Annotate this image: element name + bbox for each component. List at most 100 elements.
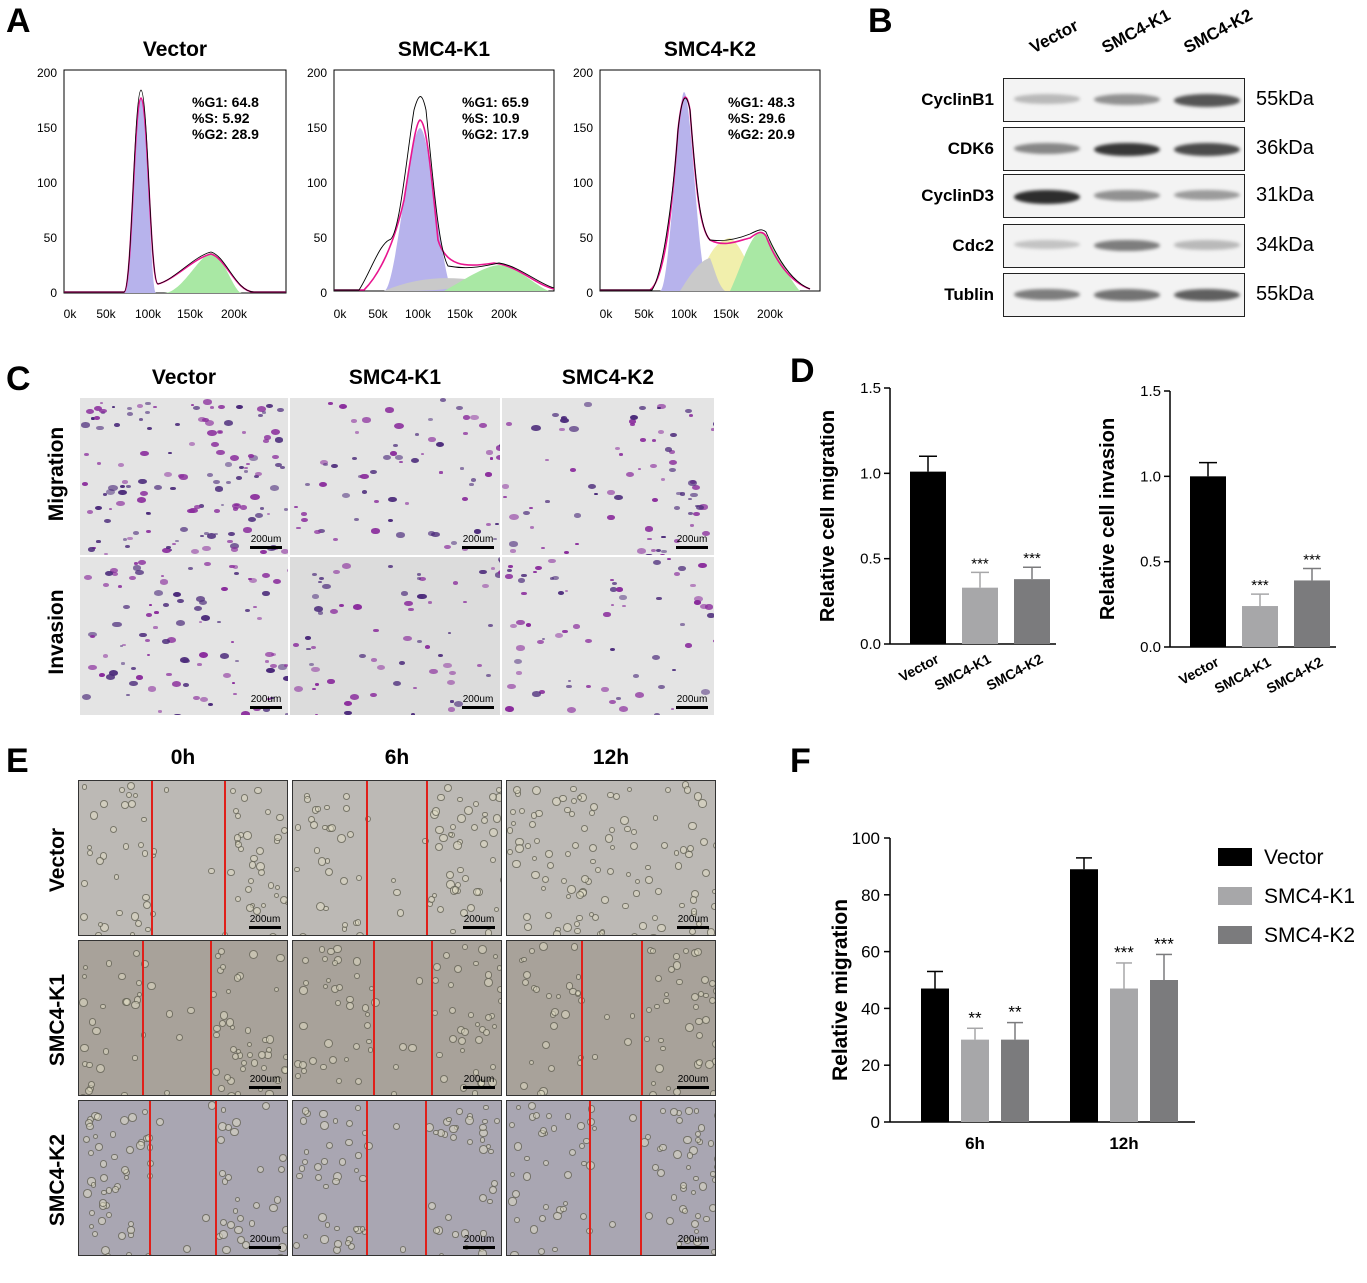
ytick: 0 [586, 286, 593, 300]
cell [473, 801, 479, 807]
stained-cell [229, 543, 240, 550]
cell [560, 1010, 570, 1019]
cell [183, 1245, 192, 1254]
cell [644, 876, 653, 884]
wb-lane-k2: SMC4-K2 [1180, 5, 1256, 58]
cell [364, 1021, 372, 1030]
cell [473, 960, 479, 967]
stained-cell [498, 557, 500, 562]
cell [529, 1225, 539, 1234]
transwell-col-k1: SMC4-K1 [348, 366, 442, 389]
cell [301, 957, 309, 965]
stained-cell [317, 580, 322, 584]
bar [1014, 579, 1050, 644]
cell [467, 1138, 474, 1146]
stained-cell [382, 455, 391, 460]
stained-cell [615, 587, 623, 592]
cell [295, 1073, 301, 1079]
cell [497, 997, 501, 1004]
cell [558, 794, 567, 803]
cell [564, 850, 572, 858]
transwell-image: 200um [290, 557, 500, 715]
cell [531, 855, 538, 862]
stained-cell [119, 484, 125, 488]
wb-strip [1003, 174, 1245, 218]
ytick: 150 [37, 121, 57, 135]
stained-cell [533, 570, 538, 574]
stained-cell [661, 535, 666, 539]
panel-letter-a: A [6, 2, 31, 40]
stained-cell [218, 404, 226, 409]
wb-kda-label: 31kDa [1256, 184, 1314, 206]
stained-cell [172, 592, 182, 598]
cell [213, 1024, 221, 1033]
stained-cell [503, 495, 507, 499]
cell [100, 1003, 106, 1010]
ytick: 50 [314, 231, 328, 245]
cell [478, 945, 488, 954]
cell [651, 1164, 659, 1171]
cell [320, 1235, 329, 1244]
xtick: 0k [334, 307, 348, 321]
stained-cell [611, 581, 617, 585]
x-tick-label: SMC4-K1 [932, 650, 994, 693]
stained-cell [199, 697, 208, 703]
cell [432, 962, 441, 971]
cell [694, 1017, 703, 1026]
wb-band [1094, 289, 1160, 301]
stained-cell [294, 505, 298, 508]
cell [591, 1125, 598, 1132]
scale-bar: 200um [463, 1074, 495, 1089]
cell [686, 1164, 692, 1171]
stained-cell [398, 661, 406, 666]
wound-image: 200um [78, 940, 288, 1096]
stained-cell [105, 674, 115, 680]
stained-cell [232, 507, 239, 511]
g2-peak [164, 253, 242, 293]
xtick: 150k [713, 307, 740, 321]
scale-bar-label: 200um [677, 1074, 709, 1085]
cell [697, 990, 705, 998]
wb-band [1174, 190, 1240, 201]
stained-cell [486, 450, 493, 455]
stained-cell [283, 507, 288, 511]
scale-bar: 200um [249, 914, 281, 929]
cell [97, 921, 104, 928]
stained-cell [614, 446, 621, 451]
stained-cell [489, 457, 494, 460]
stained-cell [330, 608, 339, 614]
cell [456, 1108, 464, 1116]
stained-cell [660, 553, 665, 555]
cell [522, 970, 532, 980]
cell [127, 782, 136, 791]
stained-cell [673, 538, 681, 543]
cell [457, 814, 466, 823]
cell [491, 1023, 497, 1029]
legend-swatch [1218, 887, 1252, 905]
scale-bar-label: 200um [463, 1234, 495, 1245]
panel-letter-f: F [790, 742, 811, 780]
cell [487, 1198, 493, 1205]
stained-cell [232, 682, 236, 685]
cell [345, 1119, 353, 1127]
ytick: 100 [37, 176, 57, 190]
cell [658, 1037, 664, 1043]
cell [95, 932, 102, 935]
cell [538, 942, 548, 951]
stained-cell [657, 406, 662, 410]
stained-cell [541, 546, 545, 549]
cell [479, 1137, 485, 1143]
cell [226, 1092, 236, 1095]
xtick: 0k [600, 307, 614, 321]
cell [81, 879, 88, 887]
cell [122, 843, 130, 850]
stained-cell [153, 589, 164, 596]
cell [434, 843, 443, 852]
stained-cell [685, 409, 692, 414]
stained-cell [136, 496, 147, 503]
stained-cell [361, 490, 368, 494]
cell [466, 903, 476, 912]
cell [681, 1207, 689, 1214]
cell [574, 921, 581, 928]
cell [97, 1217, 106, 1225]
